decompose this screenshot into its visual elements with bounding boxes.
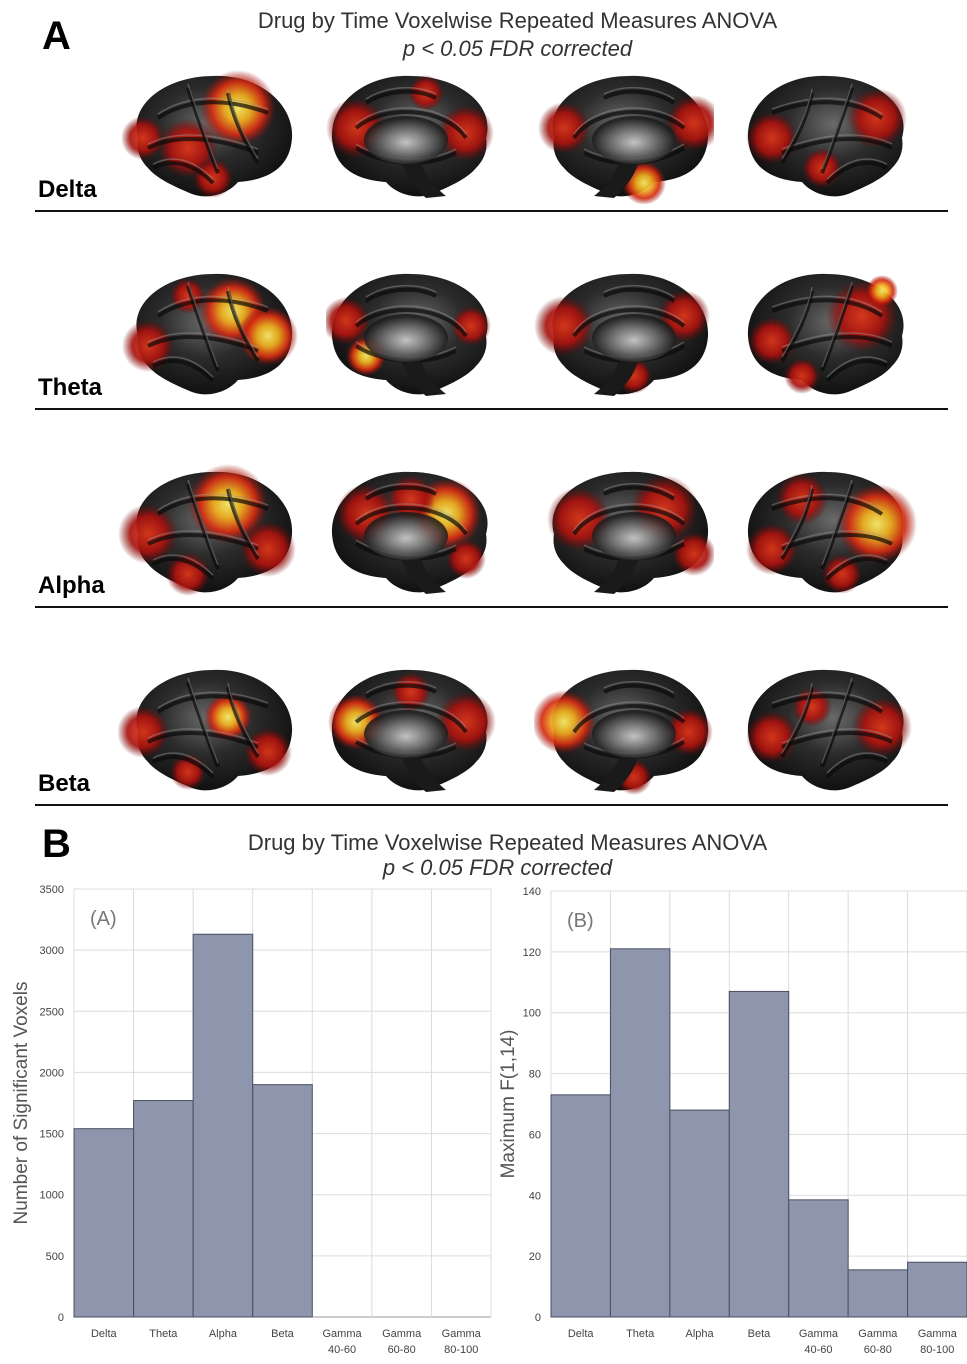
lateral-brain-view-4: [746, 471, 917, 594]
lateral-brain-view-1: [122, 273, 298, 395]
band-divider: [35, 804, 948, 806]
panel-a-title: Drug by Time Voxelwise Repeated Measures…: [257, 8, 778, 33]
x-tick-label: Gamma 80-100: [442, 1328, 482, 1356]
panel-b-title: Drug by Time Voxelwise Repeated Measures…: [247, 830, 768, 855]
medial-brain-view-2: [328, 669, 496, 792]
chart-tag: (B): [567, 910, 594, 932]
bar-gamma-80-100: [907, 1261, 967, 1318]
x-tick-label: Theta: [626, 1328, 655, 1340]
band-row-delta: Delta: [0, 60, 967, 212]
bar-alpha: [192, 933, 254, 1318]
chart-maximum-f: 0 20 40 60 80 100 120 140 Delta Theta Alpha Beta Gam…: [498, 886, 967, 1356]
y-tick-label: 3000: [40, 945, 64, 957]
band-row-theta: Theta: [0, 258, 967, 410]
y-tick-label: 1000: [40, 1190, 64, 1202]
y-tick-label: 3500: [40, 884, 64, 896]
panel-b-subtitle: p < 0.05 FDR corrected: [382, 855, 613, 880]
lateral-brain-view-4: [746, 75, 907, 197]
x-tick-label: Beta: [748, 1328, 772, 1340]
band-divider: [35, 210, 948, 212]
bar-theta: [609, 948, 671, 1318]
x-tick-label: Theta: [149, 1328, 178, 1340]
medial-brain-view-3: [547, 471, 714, 594]
chart-tag: (A): [90, 908, 117, 930]
y-tick-label: 120: [523, 947, 541, 959]
chart-significant-voxels: 0 500 1000 1500 2000 2500 3000 3500 Delta Theta Al…: [11, 884, 492, 1356]
y-tick-label: 80: [529, 1069, 541, 1081]
bar-beta: [252, 1084, 313, 1318]
band-divider: [35, 606, 948, 608]
bar-delta: [73, 1128, 135, 1318]
bar-gamma-40-60: [788, 1199, 849, 1318]
bar-alpha: [669, 1109, 730, 1318]
y-tick-label: 60: [529, 1129, 541, 1141]
panel-a-letter: A: [42, 14, 71, 58]
band-label: Theta: [38, 374, 103, 401]
y-tick-label: 2000: [40, 1067, 64, 1079]
bar-delta: [550, 1094, 611, 1318]
medial-brain-view-3: [534, 273, 710, 396]
band-row-beta: Beta: [0, 654, 967, 806]
y-tick-label: 2500: [40, 1006, 64, 1018]
y-tick-label: 0: [58, 1312, 64, 1324]
x-tick-label: Alpha: [686, 1328, 715, 1340]
x-tick-label: Delta: [91, 1328, 118, 1340]
band-label: Beta: [38, 770, 91, 797]
band-label: Alpha: [38, 572, 105, 599]
medial-brain-view-2: [331, 471, 488, 594]
x-tick-label: Gamma 60-80: [858, 1328, 898, 1356]
lateral-brain-view-4: [747, 273, 904, 395]
y-tick-label: 1500: [40, 1129, 64, 1141]
x-tick-label: Gamma 80-100: [918, 1328, 958, 1356]
y-tick-label: 100: [523, 1008, 541, 1020]
x-tick-label: Alpha: [209, 1328, 238, 1340]
y-tick-label: 0: [535, 1312, 541, 1324]
lateral-brain-view-1: [121, 70, 293, 198]
medial-brain-view-2: [326, 75, 494, 198]
panel-b-letter: B: [42, 822, 71, 866]
bar-gamma-60-80: [847, 1269, 909, 1318]
y-tick-label: 40: [529, 1190, 541, 1202]
x-tick-label: Beta: [271, 1328, 295, 1340]
lateral-brain-view-4: [746, 669, 912, 791]
y-axis-label: Number of Significant Voxels: [11, 982, 32, 1225]
y-tick-label: 140: [523, 886, 541, 898]
medial-brain-view-3: [534, 669, 713, 795]
lateral-brain-view-1: [118, 464, 296, 596]
band-row-alpha: Alpha: [0, 456, 967, 608]
panel-a-subtitle: p < 0.05 FDR corrected: [402, 36, 633, 61]
medial-brain-view-2: [326, 273, 491, 396]
x-tick-label: Gamma 40-60: [799, 1328, 839, 1356]
y-tick-label: 500: [46, 1251, 64, 1263]
x-tick-label: Gamma 60-80: [382, 1328, 422, 1356]
x-tick-label: Gamma 40-60: [323, 1328, 363, 1356]
medial-brain-view-3: [538, 75, 714, 204]
bar-beta: [728, 990, 790, 1318]
bar-theta: [133, 1100, 194, 1318]
band-label: Delta: [38, 176, 97, 203]
x-tick-label: Delta: [568, 1328, 595, 1340]
lateral-brain-view-1: [118, 669, 293, 791]
y-axis-label: Maximum F(1,14): [498, 1030, 519, 1179]
y-tick-label: 20: [529, 1251, 541, 1263]
band-divider: [35, 408, 948, 410]
